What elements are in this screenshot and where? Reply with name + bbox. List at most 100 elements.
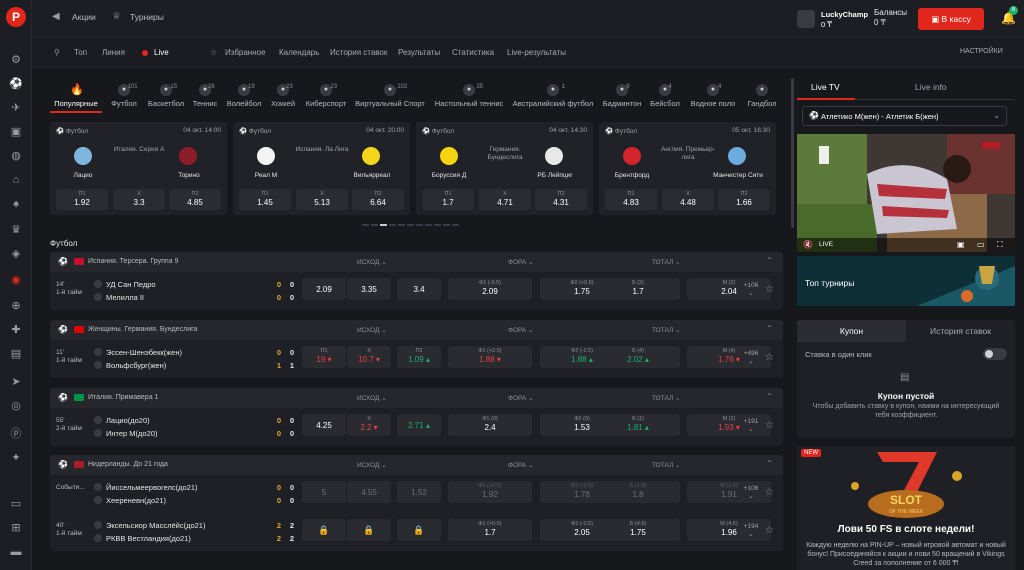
odd-p1-button[interactable]: П1 1.45 bbox=[239, 189, 291, 210]
tab-baseball[interactable]: ● 4 Бейсбол bbox=[648, 80, 682, 112]
aviator-icon[interactable]: ➤ bbox=[11, 376, 21, 388]
gamepad2-icon[interactable]: ✚ bbox=[11, 324, 21, 336]
featured-card[interactable]: ⚽ Футбол 04 окт. 20:00 Испания. Ла Лига Реа… bbox=[233, 122, 410, 215]
odd-button[interactable]: 5 bbox=[302, 481, 346, 503]
tab-tennis[interactable]: ● 26 Теннис bbox=[190, 80, 220, 112]
featured-card[interactable]: ⚽ Футбол 04 окт. 14:30 Германия. Бундеслиг… bbox=[416, 122, 593, 215]
odd-button[interactable]: Х 2.2 ▾ bbox=[347, 414, 391, 436]
poker-icon[interactable]: ◉ bbox=[11, 274, 21, 286]
bell-icon[interactable]: 🔔 8 bbox=[1001, 6, 1018, 25]
col-result[interactable]: ИСХОД ⌄ bbox=[357, 462, 387, 469]
odd-button[interactable]: 4.55 bbox=[347, 481, 391, 503]
carousel-dot[interactable] bbox=[443, 224, 450, 226]
star-icon[interactable]: ☆ bbox=[765, 352, 774, 363]
odd-button[interactable]: Ф1 (+2.5) 1.88 ▾ bbox=[448, 346, 532, 368]
odd-button[interactable]: 4.25 bbox=[302, 414, 346, 436]
odd-p2-button[interactable]: П2 4.85 bbox=[169, 189, 221, 210]
help-icon[interactable]: ⓟ bbox=[10, 428, 22, 440]
tab-popular[interactable]: 🔥 Популярные bbox=[50, 80, 102, 112]
odd-button[interactable]: 1.52 bbox=[397, 481, 441, 503]
tab-table-tennis[interactable]: ● 35 Настольный теннис bbox=[432, 80, 506, 112]
nav-calendar[interactable]: Календарь bbox=[279, 48, 320, 57]
col-result[interactable]: ИСХОД ⌄ bbox=[357, 259, 387, 266]
more-markets[interactable]: +106 ⌄ bbox=[743, 485, 759, 500]
pip-icon[interactable]: ▣ bbox=[957, 240, 965, 249]
tab-live-info[interactable]: Live info bbox=[915, 82, 947, 92]
carousel-dot[interactable] bbox=[452, 224, 459, 226]
col-total[interactable]: ТОТАЛ ⌄ bbox=[652, 327, 681, 334]
odd-button[interactable]: 🔒 bbox=[347, 519, 391, 541]
tab-football[interactable]: ● 101 Футбол bbox=[106, 80, 142, 112]
football-icon[interactable]: ⚽ bbox=[9, 78, 23, 90]
carousel-dot[interactable] bbox=[362, 224, 369, 226]
nav-live[interactable]: Live bbox=[154, 48, 169, 57]
live-video[interactable]: 🔇 LIVE ▣ ▭ ⛶ bbox=[797, 134, 1015, 252]
nav-line[interactable]: Линия bbox=[102, 48, 125, 57]
mute-icon[interactable]: 🔇 bbox=[803, 240, 813, 249]
event-row[interactable]: 14' 1-й тайм УД Сан Педро Мелилла II 0 0 0 0 2.0… bbox=[50, 272, 783, 310]
promo-banner[interactable]: SLOT OF THE WEEK NEW Лови 50 FS в слоте … bbox=[797, 446, 1015, 570]
logo-icon[interactable]: P bbox=[6, 7, 26, 27]
group-header[interactable]: ⚽ Нидерланды. До 21 года ИСХОД ⌄ ФОРА ⌄ ТОТА… bbox=[50, 455, 783, 475]
col-handicap[interactable]: ФОРА ⌄ bbox=[508, 259, 534, 266]
odd-button[interactable]: Б (4) 2.02 ▴ bbox=[596, 346, 680, 368]
nav-results[interactable]: Результаты bbox=[398, 48, 441, 57]
col-handicap[interactable]: ФОРА ⌄ bbox=[508, 462, 534, 469]
odd-p2-button[interactable]: П2 6.64 bbox=[352, 189, 404, 210]
tab-australian-football[interactable]: ● 1 Австралийский футбол bbox=[510, 80, 596, 112]
featured-card[interactable]: ⚽ Футбол 04 окт. 14:00 Италия. Серия А Лаци… bbox=[50, 122, 227, 215]
popout-icon[interactable]: ▭ bbox=[977, 240, 985, 249]
news-icon[interactable]: ▤ bbox=[10, 348, 22, 360]
basketball-icon[interactable]: ◍ bbox=[11, 150, 21, 162]
event-row[interactable]: Событи... Йиссельмеервогелс(до21) Хееренев… bbox=[50, 475, 783, 513]
one-click-toggle[interactable] bbox=[983, 348, 1007, 360]
nav-statistics[interactable]: Статистика bbox=[452, 48, 495, 57]
event-row[interactable]: 11' 1-й тайм Эссен-Шенэбекк(жен) Вольфсбург… bbox=[50, 340, 783, 378]
gift-icon[interactable]: ✦ bbox=[11, 452, 21, 464]
avatar[interactable] bbox=[797, 10, 815, 28]
col-result[interactable]: ИСХОД ⌄ bbox=[357, 395, 387, 402]
odd-button[interactable]: 2.09 bbox=[302, 278, 346, 300]
carousel-dot[interactable] bbox=[416, 224, 423, 226]
rocket-icon[interactable]: ✈ bbox=[11, 102, 21, 114]
star-icon[interactable]: ☆ bbox=[765, 420, 774, 431]
odd-p1-button[interactable]: П1 1.92 bbox=[56, 189, 108, 210]
collapse-icon[interactable]: ⌃ bbox=[766, 392, 773, 401]
wallet-icon[interactable]: ▬ bbox=[10, 546, 22, 558]
id-card-icon[interactable]: ▭ bbox=[10, 498, 22, 510]
match-select[interactable]: ⚽ Атлетико М(жен) - Атлетик Б(жен) ⌄ bbox=[802, 106, 1007, 126]
odd-button[interactable]: М (1) 1.93 ▾ bbox=[687, 414, 771, 436]
balances-block[interactable]: Балансы 0 ₸ bbox=[874, 8, 907, 28]
tab-badminton[interactable]: ● 9 Бадминтон bbox=[600, 80, 644, 112]
tab-handball[interactable]: ● Гандбол bbox=[742, 80, 782, 112]
carousel-dot[interactable] bbox=[389, 224, 396, 226]
carousel-dot[interactable] bbox=[434, 224, 441, 226]
more-markets[interactable]: +106 ⌄ bbox=[743, 282, 759, 297]
odd-p1-button[interactable]: П1 4.83 bbox=[605, 189, 657, 210]
col-handicap[interactable]: ФОРА ⌄ bbox=[508, 395, 534, 402]
tab-bet-history[interactable]: История ставок bbox=[930, 326, 991, 336]
livecasino-icon[interactable]: ◈ bbox=[11, 248, 21, 260]
col-result[interactable]: ИСХОД ⌄ bbox=[357, 327, 387, 334]
odd-button[interactable]: Ф1 (+0.5) 1.92 bbox=[448, 481, 532, 503]
odd-button[interactable]: М (1.5) 1.91 bbox=[687, 481, 771, 503]
carousel-dot-active[interactable] bbox=[380, 224, 387, 226]
star-icon[interactable]: ☆ bbox=[210, 48, 218, 57]
star-icon[interactable]: ☆ bbox=[765, 487, 774, 498]
collapse-icon[interactable]: ⌃ bbox=[766, 459, 773, 468]
tab-hockey[interactable]: ● 23 Хоккей bbox=[268, 80, 298, 112]
star-icon[interactable]: ☆ bbox=[765, 284, 774, 295]
more-markets[interactable]: +194 ⌄ bbox=[743, 523, 759, 538]
odd-button[interactable]: П1 19 ▾ bbox=[302, 346, 346, 368]
tv-icon[interactable]: ▣ bbox=[10, 126, 22, 138]
odd-x-button[interactable]: Х 4.48 bbox=[662, 189, 714, 210]
odd-p2-button[interactable]: П2 4.31 bbox=[535, 189, 587, 210]
odd-button[interactable]: М (2) 2.04 bbox=[687, 278, 771, 300]
search-icon[interactable]: ⚲ bbox=[54, 48, 60, 57]
group-header[interactable]: ⚽ Испания. Терсера. Группа 9 ИСХОД ⌄ ФОРА ⌄… bbox=[50, 252, 783, 272]
cashier-button[interactable]: ▣ В кассу bbox=[918, 8, 984, 30]
casino-icon[interactable]: ⌂ bbox=[12, 174, 20, 186]
star-icon[interactable]: ☆ bbox=[765, 525, 774, 536]
odd-button[interactable]: Б (1) 1.81 ▴ bbox=[596, 414, 680, 436]
tab-esports[interactable]: ● 23 Киберспорт bbox=[304, 80, 348, 112]
